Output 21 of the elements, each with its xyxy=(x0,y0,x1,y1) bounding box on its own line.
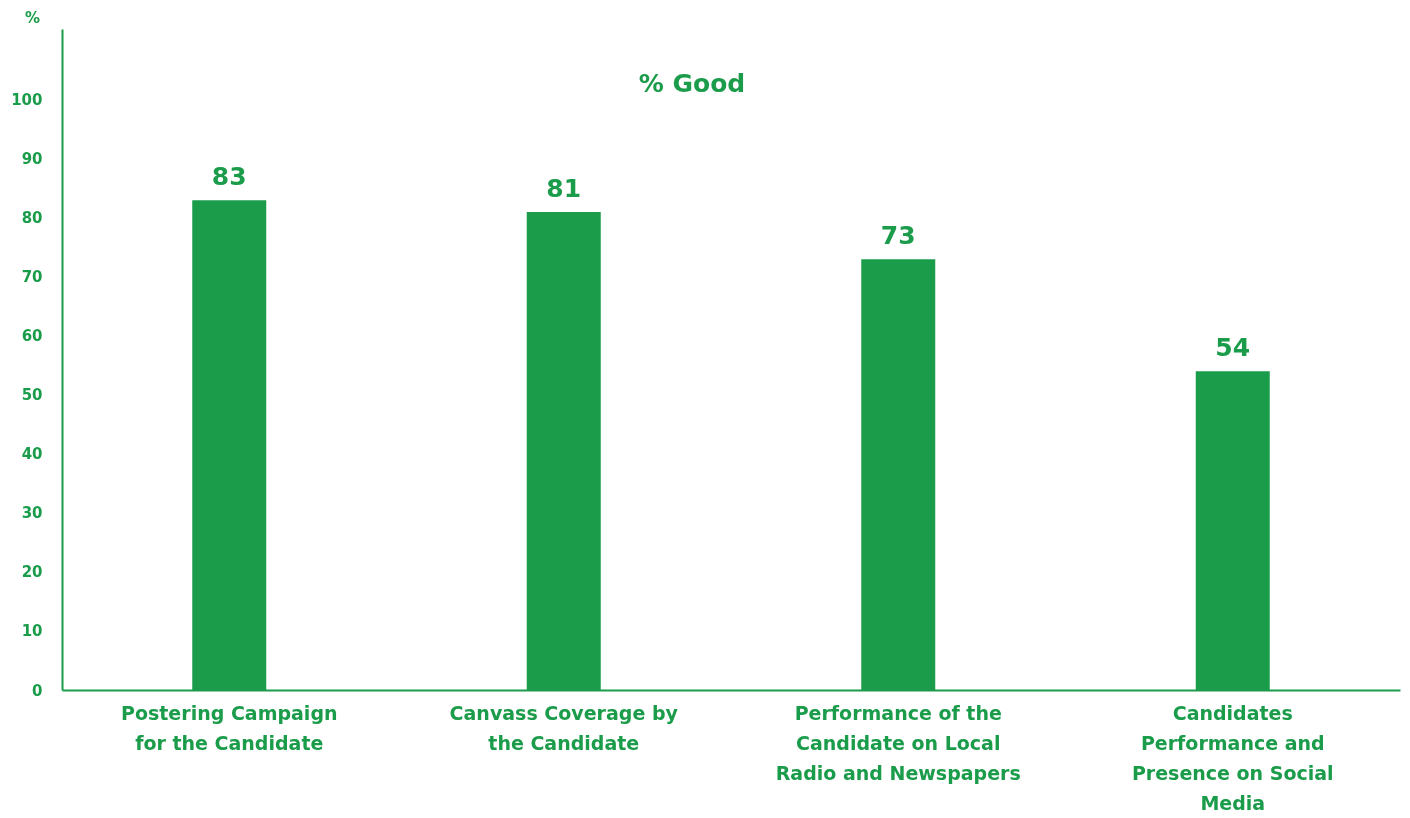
text: % Good xyxy=(638,69,746,98)
y-tick-label: 40 xyxy=(21,445,43,464)
y-tick-label: 90 xyxy=(21,150,43,169)
data-label: 54 xyxy=(1215,333,1251,363)
data-label: 83 xyxy=(211,162,247,192)
data-label: 73 xyxy=(880,221,916,251)
y-tick-label: 60 xyxy=(21,327,43,346)
y-tick-label: 0 xyxy=(32,681,43,700)
y-tick-label: 100 xyxy=(11,91,43,110)
y-axis-title: % xyxy=(24,8,41,27)
y-tick-label: 20 xyxy=(21,563,43,582)
y-tick-label: 10 xyxy=(21,622,43,641)
y-tick-label: 80 xyxy=(21,209,43,228)
y-tick-label: 30 xyxy=(21,504,43,523)
y-tick-label: 50 xyxy=(21,386,43,405)
x-tick-label: Candidates Performance and Presence on Social Media xyxy=(1131,701,1334,814)
x-tick-label: Postering Campaign for the Candidate xyxy=(120,701,338,754)
x-tick-label: Performance of the Candidate on Local Radio and Newspapers xyxy=(775,701,1021,784)
data-label: 81 xyxy=(546,173,582,203)
x-tick-label: Canvass Coverage by the Candidate xyxy=(449,701,679,754)
y-tick-label: 70 xyxy=(21,268,43,287)
